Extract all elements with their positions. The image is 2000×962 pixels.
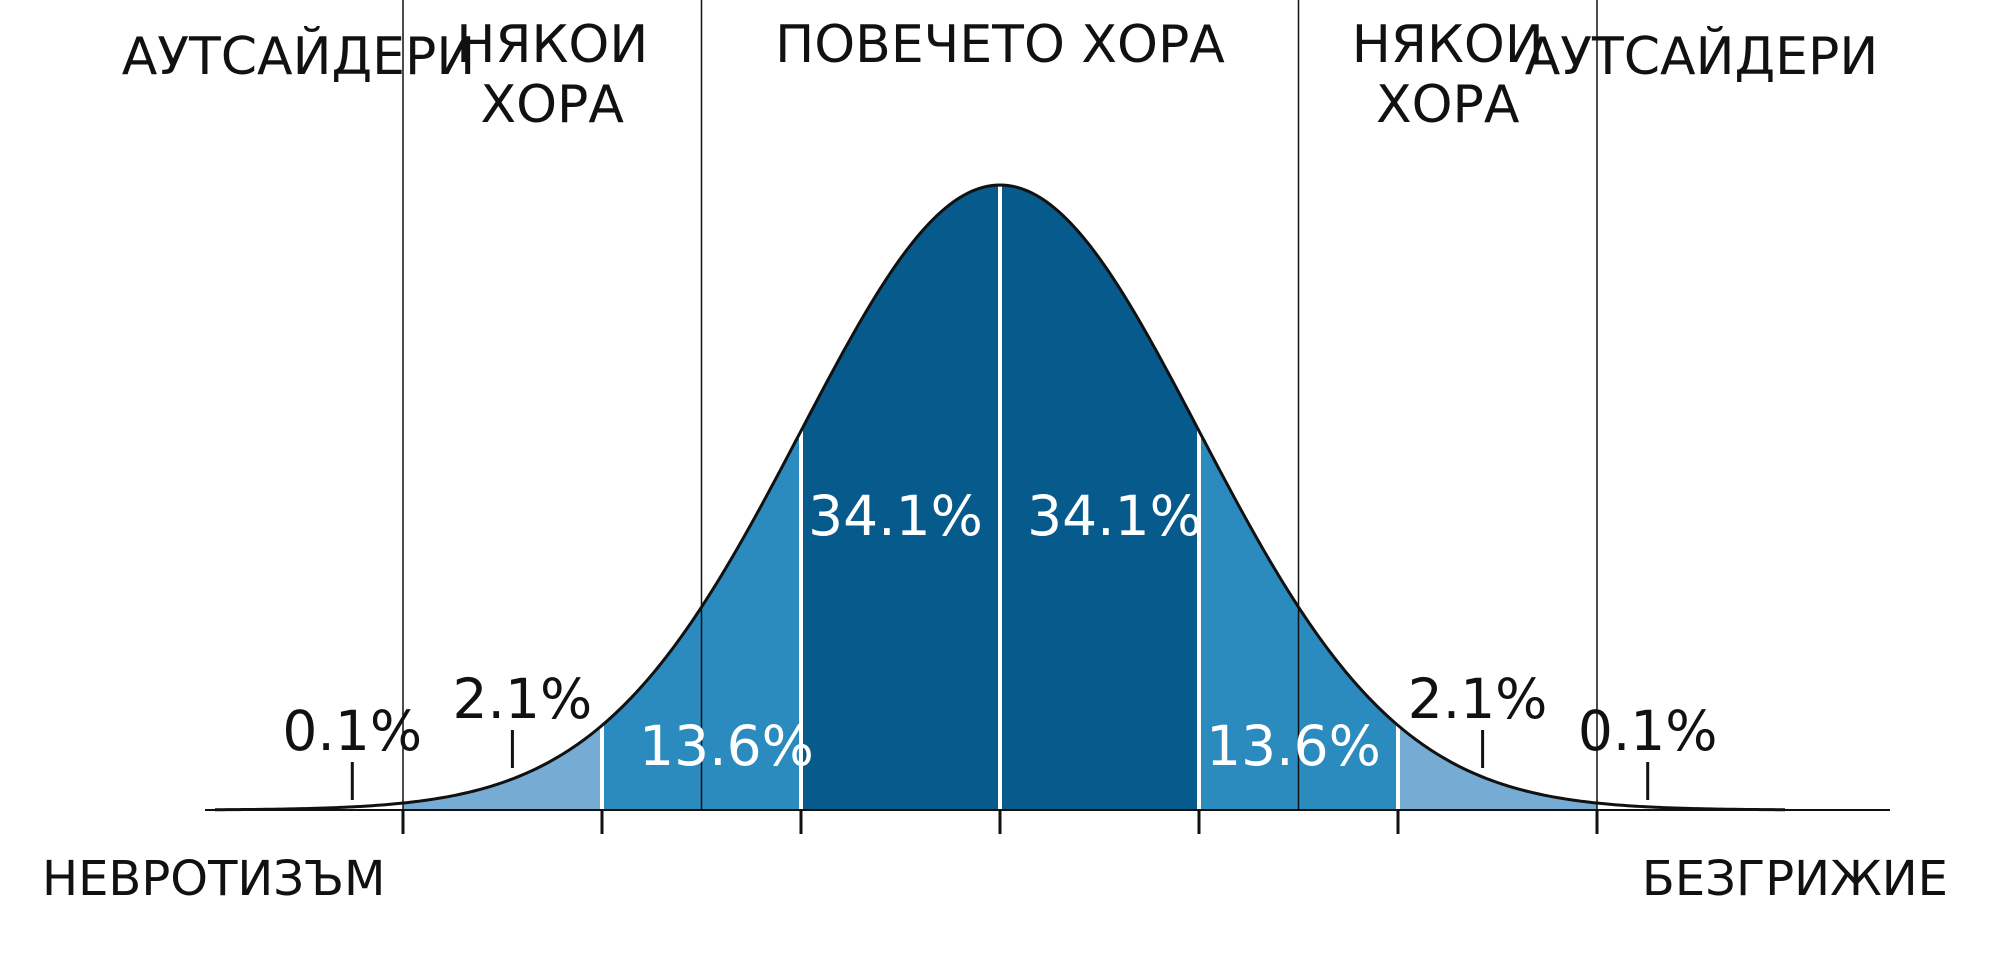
band-percent-label-1: 2.1% [453,667,593,731]
band-percent-label-2: 13.6% [639,714,814,778]
region-label-3-1: ХОРА [1376,75,1520,135]
region-label-4-0: АУТСАЙДЕРИ [1525,26,1879,87]
region-label-2-0: ПОВЕЧЕТО ХОРА [775,15,1225,75]
band-fill-1 [403,725,602,810]
band-fill-6 [1398,725,1597,810]
band-percent-label-7: 0.1% [1578,699,1718,763]
x-axis-right-label: БЕЗГРИЖИЕ [1642,851,1948,907]
region-label-1-1: ХОРА [481,75,625,135]
region-label-0-0: АУТСАЙДЕРИ [122,26,476,87]
curve-layer [214,183,1786,812]
x-axis-left-label: НЕВРОТИЗЪМ [42,851,385,907]
band-dividers [600,185,1400,810]
region-lines [402,0,1598,810]
band-percent-label-6: 2.1% [1408,667,1548,731]
band-percent-label-0: 0.1% [282,699,422,763]
region-label-1-0: НЯКОИ [456,15,648,75]
distribution-curve [214,183,1786,812]
x-axis [205,809,1890,834]
band-percent-label-4: 34.1% [1027,484,1202,548]
band-percent-label-5: 13.6% [1206,714,1381,778]
region-label-3-0: НЯКОИ [1352,15,1544,75]
band-percent-label-3: 34.1% [808,484,983,548]
